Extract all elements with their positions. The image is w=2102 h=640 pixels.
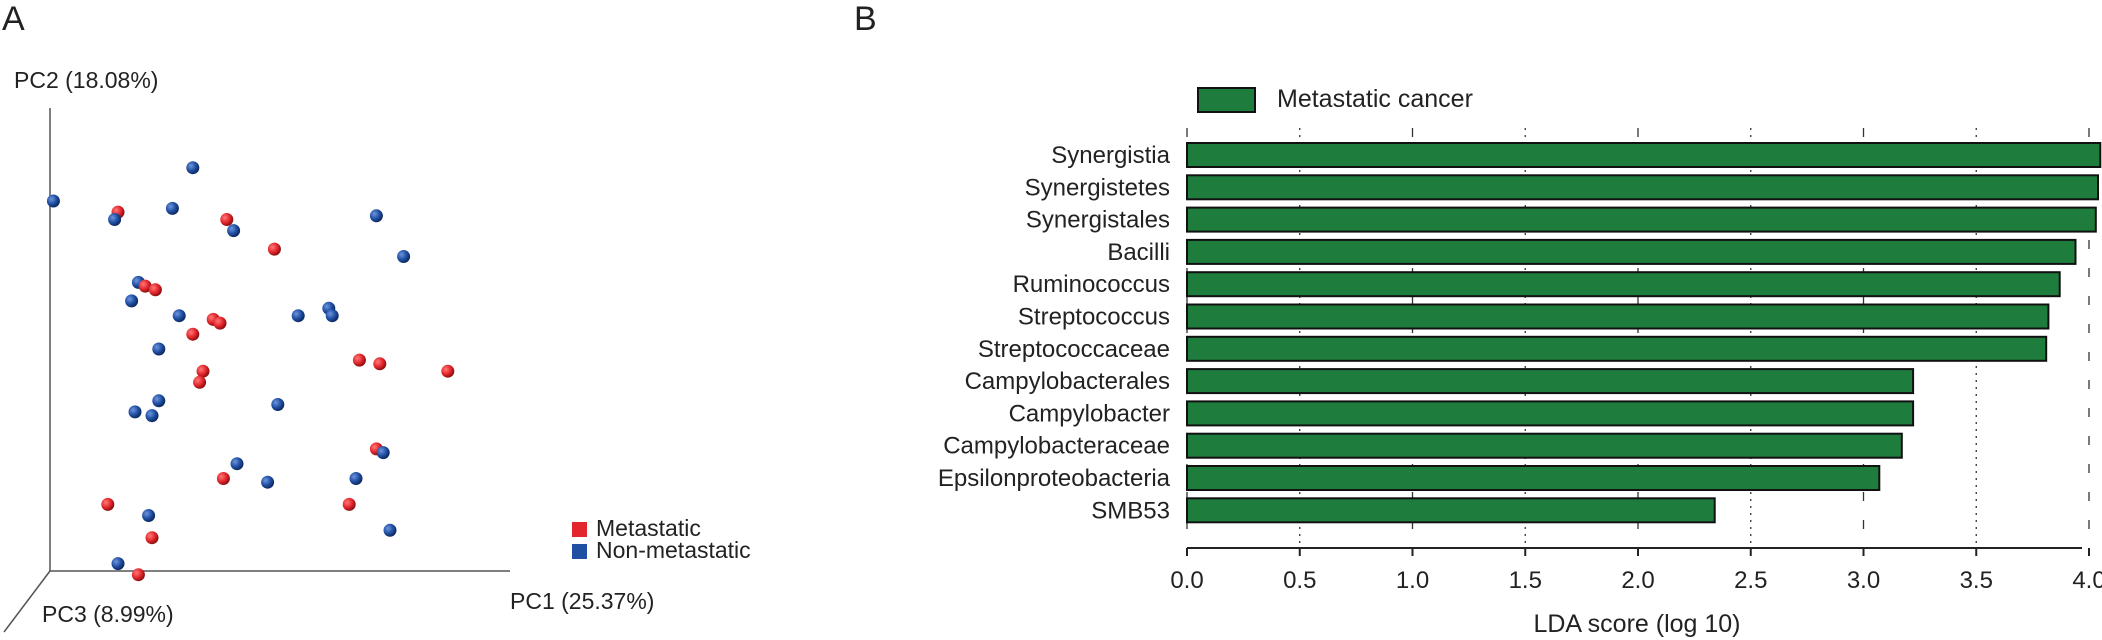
category-label-campylobacteraceae: Campylobacteraceae (943, 433, 1170, 460)
bar-campylobacteraceae (1186, 432, 1903, 459)
bar-synergistetes (1186, 174, 2099, 201)
bar-campylobacter (1186, 400, 1915, 427)
category-label-synergistetes: Synergistetes (1025, 174, 1170, 201)
point-non-metastatic-21 (152, 342, 166, 356)
point-non-metastatic-30 (271, 398, 285, 411)
pc1-axis-label: PC1 (25.37%) (510, 588, 654, 614)
point-non-metastatic-39 (142, 509, 156, 522)
legend-swatch-metastatic-cancer (1197, 87, 1256, 113)
point-non-metastatic-19 (325, 309, 339, 323)
legend-label-metastatic: Metastatic (596, 515, 701, 541)
category-label-ruminococcus: Ruminococcus (1013, 271, 1170, 298)
point-non-metastatic-4 (108, 213, 122, 226)
bar-synergistales (1186, 206, 2097, 233)
bar-ruminococcus (1186, 271, 2061, 298)
lda-bars (1186, 142, 2102, 524)
legend-swatch-non-metastatic (572, 544, 587, 559)
point-metastatic-34 (216, 472, 230, 485)
point-metastatic-23 (193, 375, 207, 389)
category-label-streptococcus: Streptococcus (1018, 304, 1170, 331)
point-non-metastatic-1 (186, 161, 200, 175)
pc3-axis-line (3, 570, 51, 633)
bar-epsilonproteobacteria (1186, 465, 1881, 491)
point-metastatic-25 (373, 357, 387, 371)
panel-b-label: B (854, 0, 877, 38)
point-non-metastatic-40 (383, 523, 397, 537)
point-non-metastatic-27 (152, 394, 166, 408)
pc2-axis-label: PC2 (18.08%) (14, 67, 158, 93)
x-axis-ticks: 0.0 0.5 1.0 1.5 2.0 2.5 3.0 3.5 4.0 (1170, 548, 2102, 594)
point-metastatic-43 (131, 568, 145, 582)
bar-campylobacterales (1186, 368, 1915, 395)
point-non-metastatic-6 (227, 224, 241, 238)
pcoa-scatter-plot: PC2 (18.08%) PC3 (8.99%) PC1 (25.37%) Me… (3, 67, 751, 633)
category-label-synergistia: Synergistia (1051, 142, 1170, 169)
point-non-metastatic-33 (230, 457, 244, 471)
point-non-metastatic-28 (128, 405, 142, 419)
lda-category-labels: Synergistia Synergistetes Synergistales Bac… (938, 142, 1171, 524)
bar-streptococcus (1186, 303, 2050, 330)
point-metastatic-12 (148, 283, 162, 297)
legend-swatch-metastatic (572, 522, 587, 537)
x-tick-label-3.5: 3.5 (1960, 567, 1993, 594)
x-tick-label-0.0: 0.0 (1170, 567, 1203, 594)
category-label-smb53: SMB53 (1091, 497, 1170, 524)
x-tick-label-4.0: 4.0 (2072, 567, 2102, 594)
category-label-epsilonproteobacteria: Epsilonproteobacteria (938, 465, 1171, 492)
x-axis-title: LDA score (log 10) (1533, 610, 1740, 638)
point-non-metastatic-35 (261, 475, 275, 489)
point-non-metastatic-8 (369, 209, 383, 223)
point-non-metastatic-9 (397, 250, 411, 263)
bar-synergistia (1186, 142, 2102, 168)
point-metastatic-26 (441, 364, 455, 378)
legend-label-metastatic-cancer: Metastatic cancer (1277, 85, 1473, 113)
point-metastatic-5 (220, 213, 234, 226)
x-tick-label-1.0: 1.0 (1396, 567, 1429, 594)
point-metastatic-7 (267, 242, 281, 256)
pcoa-points (46, 161, 455, 582)
bar-bacilli (1186, 238, 2077, 265)
point-non-metastatic-13 (125, 294, 139, 308)
point-non-metastatic-29 (145, 409, 159, 423)
bar-streptococcaceae (1186, 335, 2048, 362)
category-label-synergistales: Synergistales (1026, 207, 1170, 234)
point-non-metastatic-36 (349, 472, 363, 485)
panel-a-label: A (2, 0, 25, 38)
point-metastatic-37 (101, 497, 115, 511)
category-label-campylobacter: Campylobacter (1009, 400, 1170, 427)
category-label-bacilli: Bacilli (1107, 239, 1170, 266)
bar-smb53 (1186, 497, 1716, 524)
point-metastatic-16 (213, 316, 227, 330)
point-metastatic-17 (186, 327, 200, 341)
point-non-metastatic-42 (111, 557, 125, 571)
point-metastatic-24 (352, 353, 366, 367)
legend-label-non-metastatic: Non-metastatic (596, 537, 751, 563)
x-tick-label-2.5: 2.5 (1734, 567, 1767, 594)
category-label-campylobacterales: Campylobacterales (965, 368, 1170, 395)
lda-bar-chart: Metastatic cancer Synergistia Synergistet… (938, 85, 2102, 638)
point-metastatic-38 (342, 497, 356, 511)
point-metastatic-41 (145, 531, 159, 545)
category-label-streptococcaceae: Streptococcaceae (978, 336, 1170, 363)
point-non-metastatic-32 (376, 446, 390, 460)
pc3-axis-label: PC3 (8.99%) (42, 601, 174, 627)
point-non-metastatic-20 (291, 309, 305, 323)
point-metastatic-22 (196, 364, 210, 378)
x-tick-label-2.0: 2.0 (1621, 567, 1654, 594)
point-non-metastatic-0 (46, 194, 60, 208)
point-metastatic-11 (138, 279, 152, 293)
point-non-metastatic-14 (172, 309, 186, 323)
point-non-metastatic-2 (165, 201, 179, 215)
x-tick-label-0.5: 0.5 (1283, 567, 1316, 594)
x-tick-label-3.0: 3.0 (1847, 567, 1880, 594)
x-tick-label-1.5: 1.5 (1509, 567, 1542, 594)
